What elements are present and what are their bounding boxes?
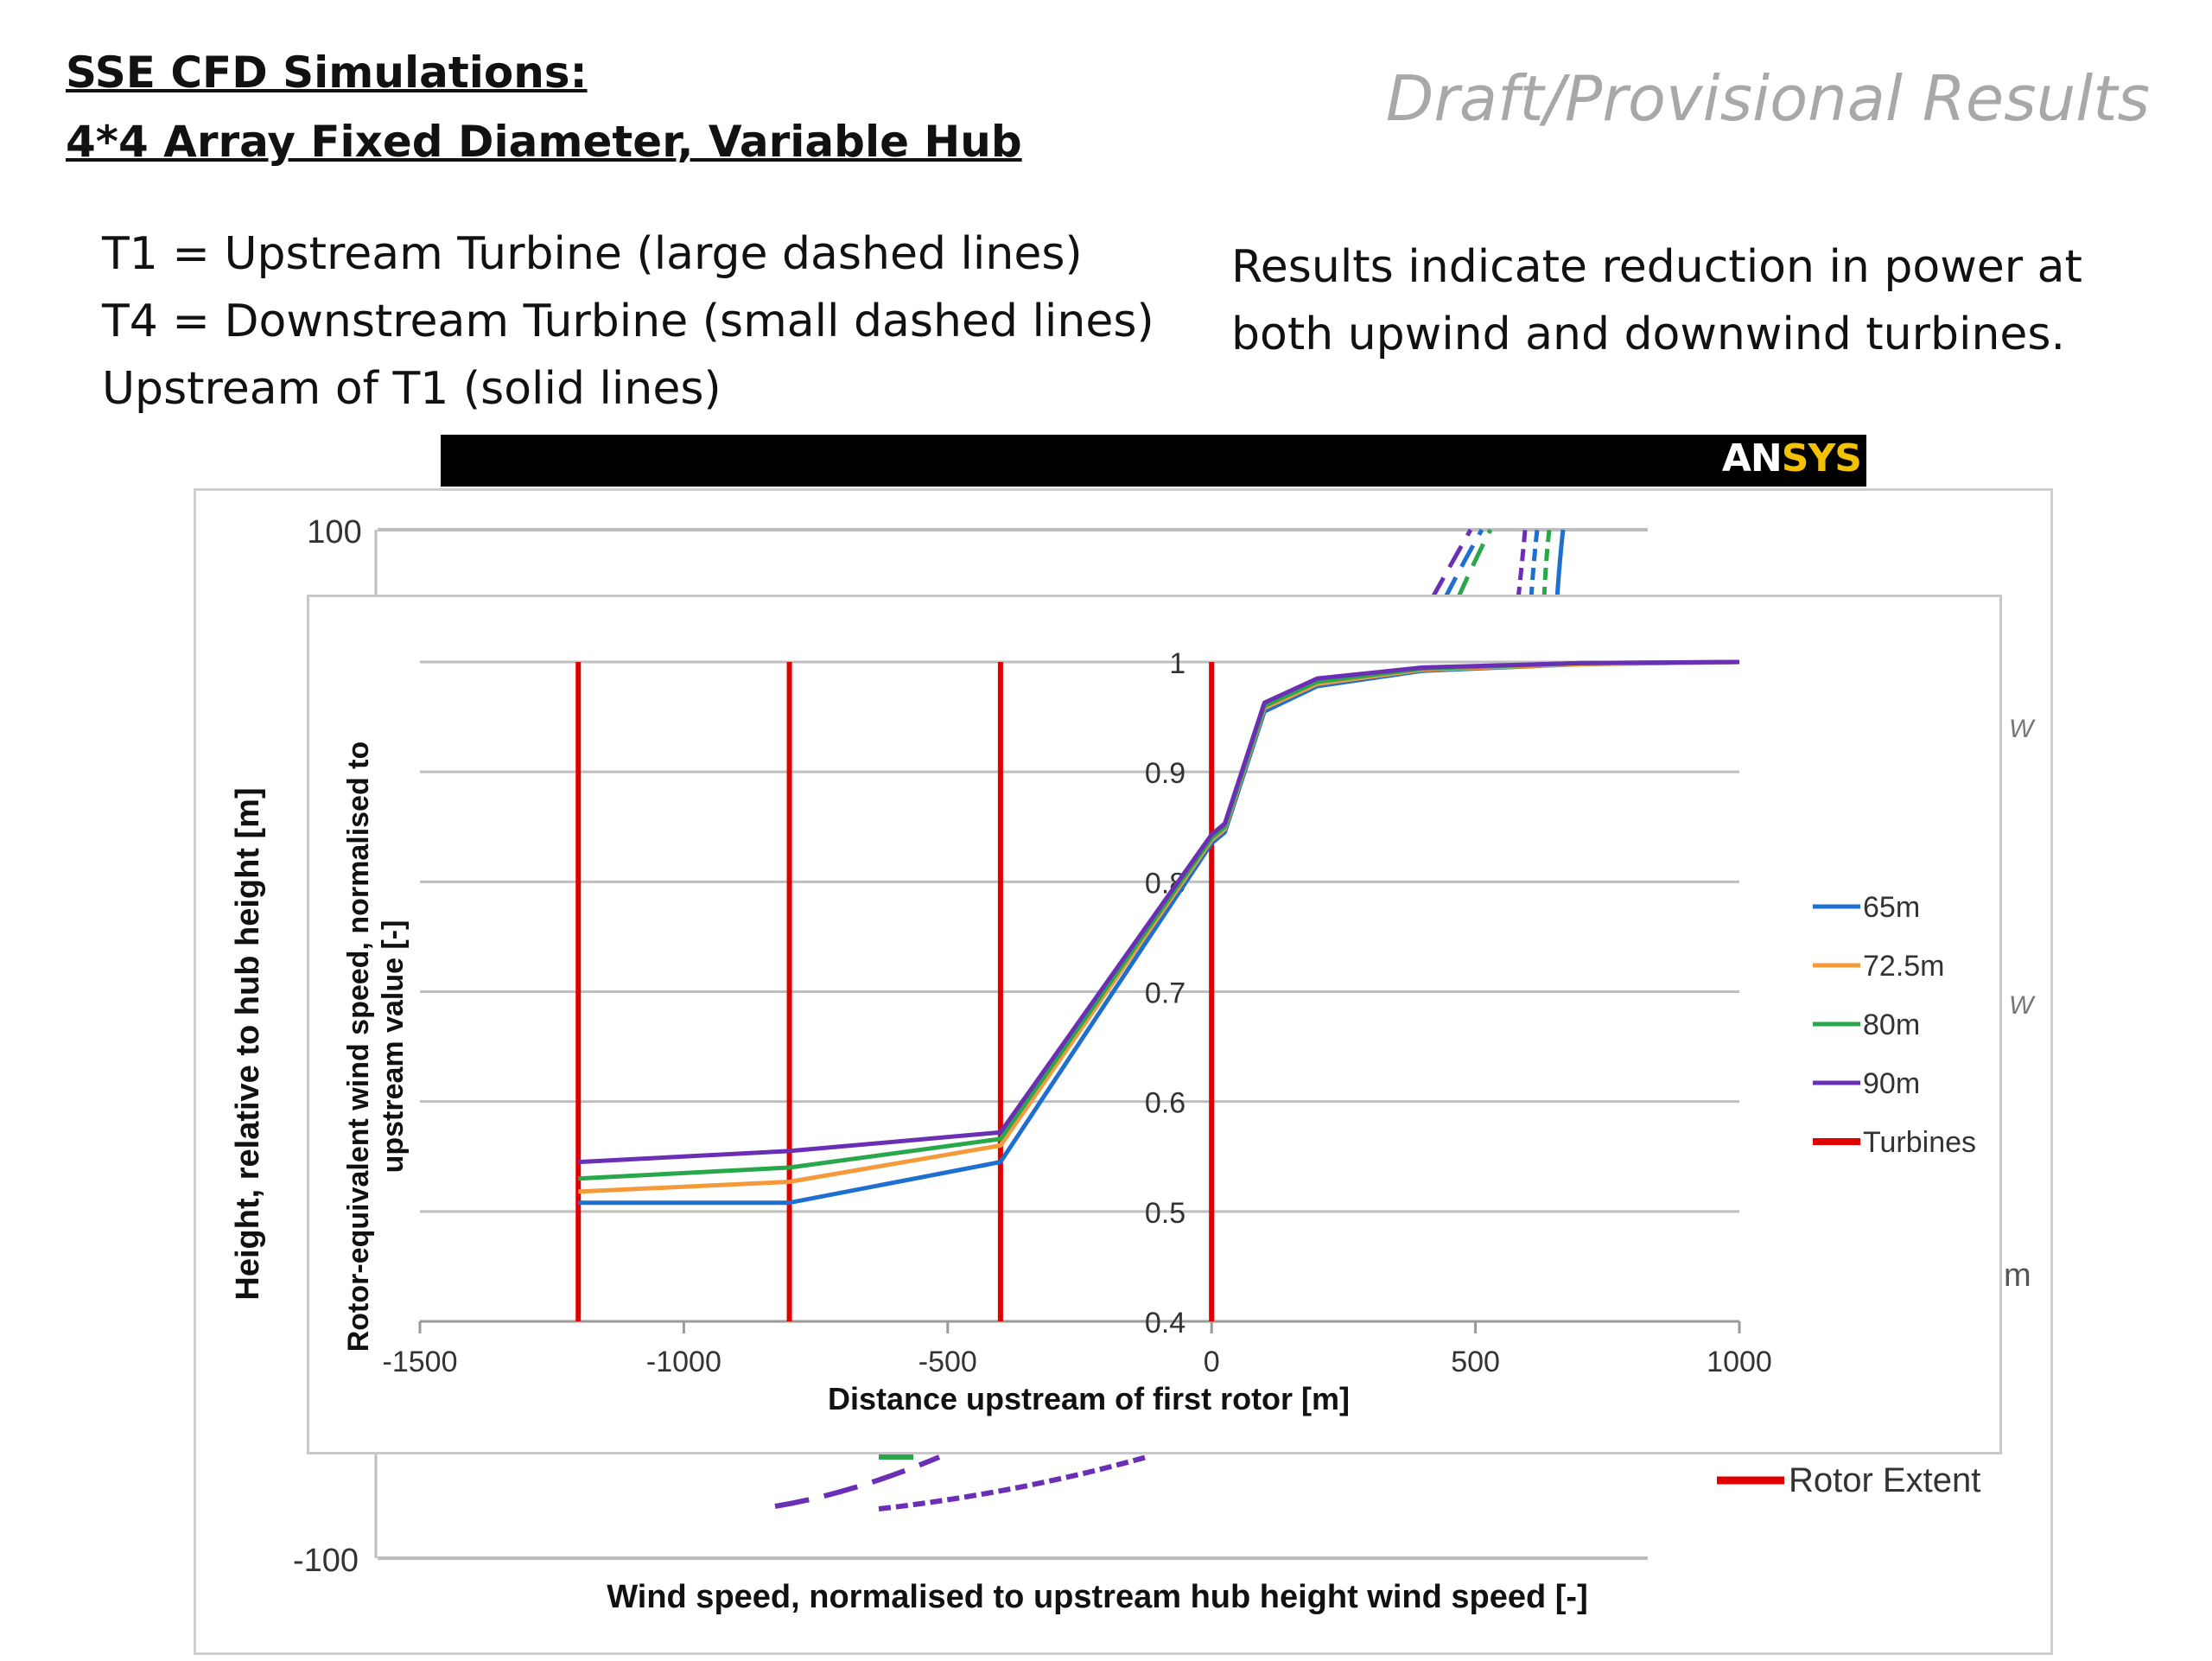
bg-profile-top-7 — [1554, 529, 1566, 600]
bg-y-tick-bottom: -100 — [293, 1543, 359, 1579]
series-lines — [578, 659, 1740, 1206]
y-axis-label: Rotor-equivalent wind speed, normalised … — [342, 741, 410, 1352]
note-t4: T4 = Downstream Turbine (small dashed li… — [102, 296, 1154, 347]
x-ticks: -1500 -1000 -500 0 500 1000 — [383, 1321, 1772, 1378]
y-tick-label: 0.7 — [1145, 977, 1185, 1010]
note-upstream: Upstream of T1 (solid lines) — [102, 363, 721, 415]
results-block: Results indicate reduction in power at b… — [1231, 233, 2082, 368]
series-line-65m — [578, 659, 1740, 1206]
bg-profiles-bottom — [774, 1454, 1147, 1511]
y-tick-label: 0.6 — [1145, 1087, 1185, 1120]
bg-y-axis-label: Height, relative to hub height [m] — [230, 787, 266, 1300]
y-tick-label: 0.5 — [1145, 1197, 1185, 1230]
y-ticks: 0.40.50.60.70.80.91 — [1145, 647, 1185, 1340]
x-tick-label: -1500 — [383, 1346, 458, 1378]
bg-legend-partial-2: W — [2009, 991, 2036, 1020]
y-tick-label: 0.4 — [1145, 1307, 1185, 1340]
bg-profile-top-2 — [1442, 528, 1484, 601]
bg-legend-rotor-label: Rotor Extent — [1789, 1461, 1980, 1499]
legend-label: 65m — [1863, 891, 1920, 924]
x-tick-label: 500 — [1451, 1346, 1500, 1378]
bg-profile-bottom-2 — [878, 1454, 1147, 1511]
main-chart-svg: 0.40.50.60.70.80.91 -1500 -1000 -500 0 500 10… — [342, 647, 1976, 1416]
results-line-2: both upwind and downwind turbines. — [1231, 309, 2066, 360]
bg-profiles-top — [1429, 528, 1566, 601]
bg-profile-top-4 — [1516, 529, 1528, 600]
x-tick-label: 1000 — [1707, 1346, 1772, 1378]
bg-profile-top-6 — [1541, 529, 1552, 600]
draft-label: Draft/Provisional Results — [1385, 62, 2150, 135]
ansys-logo: ANSYS — [1721, 436, 1862, 480]
results-line-1: Results indicate reduction in power at — [1231, 241, 2082, 293]
x-tick-label: 0 — [1204, 1346, 1220, 1378]
bg-profile-top-5 — [1529, 529, 1540, 600]
bg-profile-top-1 — [1429, 528, 1473, 601]
slide-title-line-1: SSE CFD Simulations: — [66, 48, 588, 98]
x-tick-label: -500 — [918, 1346, 977, 1378]
bg-legend-partial-3: m — [2004, 1257, 2031, 1294]
logo-band: ANSYS — [441, 435, 1866, 487]
turbine-lines — [575, 662, 1215, 1321]
background-chart-svg: 100 -100 Wind speed, normalised to upstr… — [230, 514, 2036, 1615]
bg-profile-bottom-1 — [774, 1454, 941, 1509]
note-t1: T1 = Upstream Turbine (large dashed line… — [102, 228, 1083, 280]
series-line-90m — [578, 659, 1740, 1165]
bg-profile-top-3 — [1455, 528, 1493, 601]
x-axis-label: Distance upstream of first rotor [m] — [828, 1381, 1350, 1416]
legend-label: 72.5m — [1863, 950, 1945, 983]
legend: 65m 72.5m 80m 90m Turbines — [1813, 891, 1976, 1159]
main-chart-panel: 0.4 0.5 0.6 0.7 0.8 0.9 1 -1500 -1000 -500 0 500 10… — [307, 595, 2002, 1454]
notes-block: T1 = Upstream Turbine (large dashed line… — [102, 220, 1154, 423]
y-axis-label-line-2: upstream value [-] — [377, 920, 410, 1174]
slide-title-line-2: 4*4 Array Fixed Diameter, Variable Hub — [66, 117, 1022, 167]
x-tick-label: -1000 — [646, 1346, 721, 1378]
bg-x-axis-label: Wind speed, normalised to upstream hub h… — [607, 1579, 1588, 1615]
bg-y-tick-top: 100 — [307, 514, 361, 550]
legend-label: 90m — [1863, 1067, 1920, 1100]
legend-label: 80m — [1863, 1009, 1920, 1041]
bg-legend-partial-1: W — [2009, 715, 2036, 743]
y-tick-label: 0.9 — [1145, 757, 1185, 790]
y-tick-label: 1 — [1169, 647, 1185, 680]
legend-label: Turbines — [1863, 1126, 1976, 1159]
y-axis-label-line-1: Rotor-equivalent wind speed, normalised … — [342, 741, 375, 1352]
grid — [420, 660, 1739, 1323]
